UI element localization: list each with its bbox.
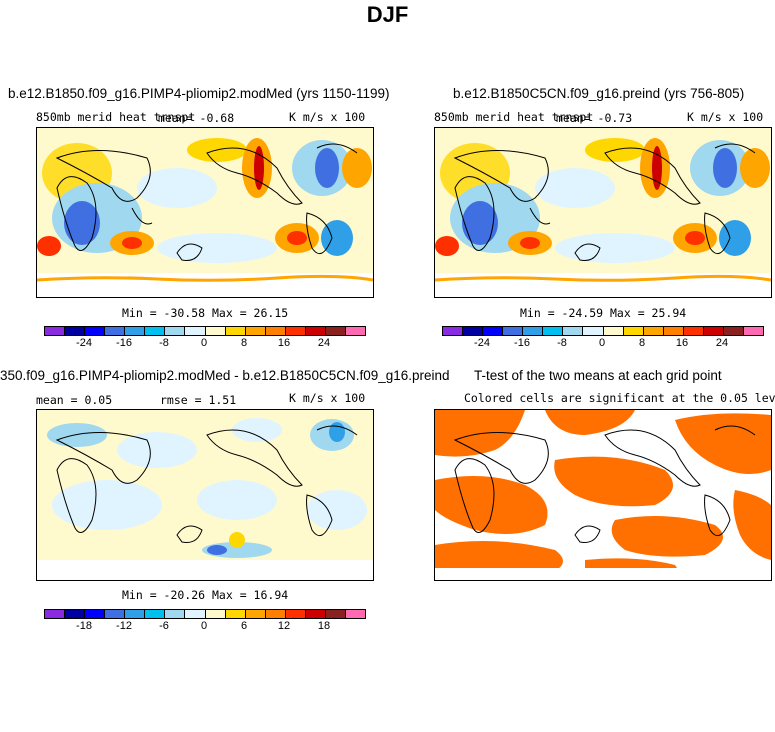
panel2-tick: -24 [474,337,490,349]
panel1-colorbar [44,326,366,336]
colorbar-segment [463,327,484,335]
colorbar-segment [743,327,763,335]
colorbar-segment [245,327,266,335]
colorbar-segment [325,610,346,618]
colorbar-segment [265,610,286,618]
colorbar-segment [325,327,346,335]
panel3-tick: -18 [76,620,92,632]
panel2-tick: 24 [715,337,729,349]
panel1-tick: -16 [116,337,132,349]
figure-title: DJF [366,2,409,27]
panel1-tick: -24 [76,337,92,349]
colorbar-segment [285,327,306,335]
panel1-tick: -8 [159,337,169,349]
colorbar-segment [583,327,604,335]
colorbar-segment [265,327,286,335]
panel1-tick: 0 [200,337,208,349]
panel2-tick: 0 [598,337,606,349]
colorbar-segment [185,327,206,335]
colorbar-segment [85,327,106,335]
colorbar-segment [65,610,86,618]
panel3-tick: -6 [159,620,169,632]
panel1-title: b.e12.B1850.f09_g16.PIMP4-pliomip2.modMe… [8,86,390,101]
colorbar-segment [165,610,186,618]
panel3-rmse: rmse = 1.51 [160,393,237,407]
colorbar-segment [305,327,326,335]
panel2-units: K m/s x 100 [687,110,764,124]
colorbar-segment [543,327,564,335]
colorbar-segment [503,327,524,335]
colorbar-segment [663,327,684,335]
panel3-tick: 0 [200,620,208,632]
panel3-tick: 6 [240,620,248,632]
colorbar-segment [165,327,186,335]
colorbar-segment [125,327,146,335]
panel1-units: K m/s x 100 [289,110,366,124]
panel2-tick: -8 [557,337,567,349]
colorbar-segment [105,610,126,618]
colorbar-segment [305,610,326,618]
panel4-title: T-test of the two means at each grid poi… [474,368,722,383]
colorbar-segment [703,327,724,335]
colorbar-segment [623,327,644,335]
panel3-tick: 12 [277,620,291,632]
panel2-mean: mean= -0.73 [556,111,633,125]
panel2-stats: Min = -24.59 Max = 25.94 [520,306,687,320]
colorbar-segment [145,327,166,335]
panel2-tick: 8 [638,337,646,349]
colorbar-segment [245,610,266,618]
panel1-tick: 16 [277,337,291,349]
panel4-map [434,409,772,581]
colorbar-segment [185,610,206,618]
panel2-tick: 16 [675,337,689,349]
colorbar-segment [603,327,624,335]
colorbar-segment [723,327,744,335]
panel3-map [36,409,374,581]
colorbar-segment [45,327,66,335]
colorbar-segment [225,610,246,618]
colorbar-segment [225,327,246,335]
colorbar-segment [85,610,106,618]
panel1-mean: mean= -0.68 [158,111,235,125]
panel3-mean: mean = 0.05 [36,393,113,407]
panel1-map [36,127,374,298]
colorbar-segment [145,610,166,618]
colorbar-segment [105,327,126,335]
panel1-field-label: 850mb merid heat trnspt [36,110,196,124]
panel3-title: 350.f09_g16.PIMP4-pliomip2.modMed - b.e1… [0,368,450,383]
panel2-map [434,127,772,298]
panel1-tick: 24 [317,337,331,349]
colorbar-segment [563,327,584,335]
panel3-colorbar [44,609,366,619]
panel2-colorbar [442,326,764,336]
colorbar-segment [345,327,365,335]
panel3-tick: 18 [317,620,331,632]
panel3-units: K m/s x 100 [289,391,366,405]
colorbar-segment [443,327,464,335]
panel3-tick: -12 [116,620,132,632]
colorbar-segment [205,327,226,335]
colorbar-segment [205,610,226,618]
panel1-stats: Min = -30.58 Max = 26.15 [122,306,289,320]
panel2-tick: -16 [514,337,530,349]
colorbar-segment [65,327,86,335]
panel3-stats: Min = -20.26 Max = 16.94 [122,588,289,602]
panel2-field-label: 850mb merid heat trnspt [434,110,594,124]
colorbar-segment [45,610,66,618]
colorbar-segment [345,610,365,618]
colorbar-segment [683,327,704,335]
panel1-tick: 8 [240,337,248,349]
colorbar-segment [523,327,544,335]
colorbar-segment [643,327,664,335]
colorbar-segment [285,610,306,618]
colorbar-segment [483,327,504,335]
colorbar-segment [125,610,146,618]
panel2-title: b.e12.B1850C5CN.f09_g16.preind (yrs 756-… [453,86,745,101]
panel4-subtitle: Colored cells are significant at the 0.0… [464,391,775,405]
